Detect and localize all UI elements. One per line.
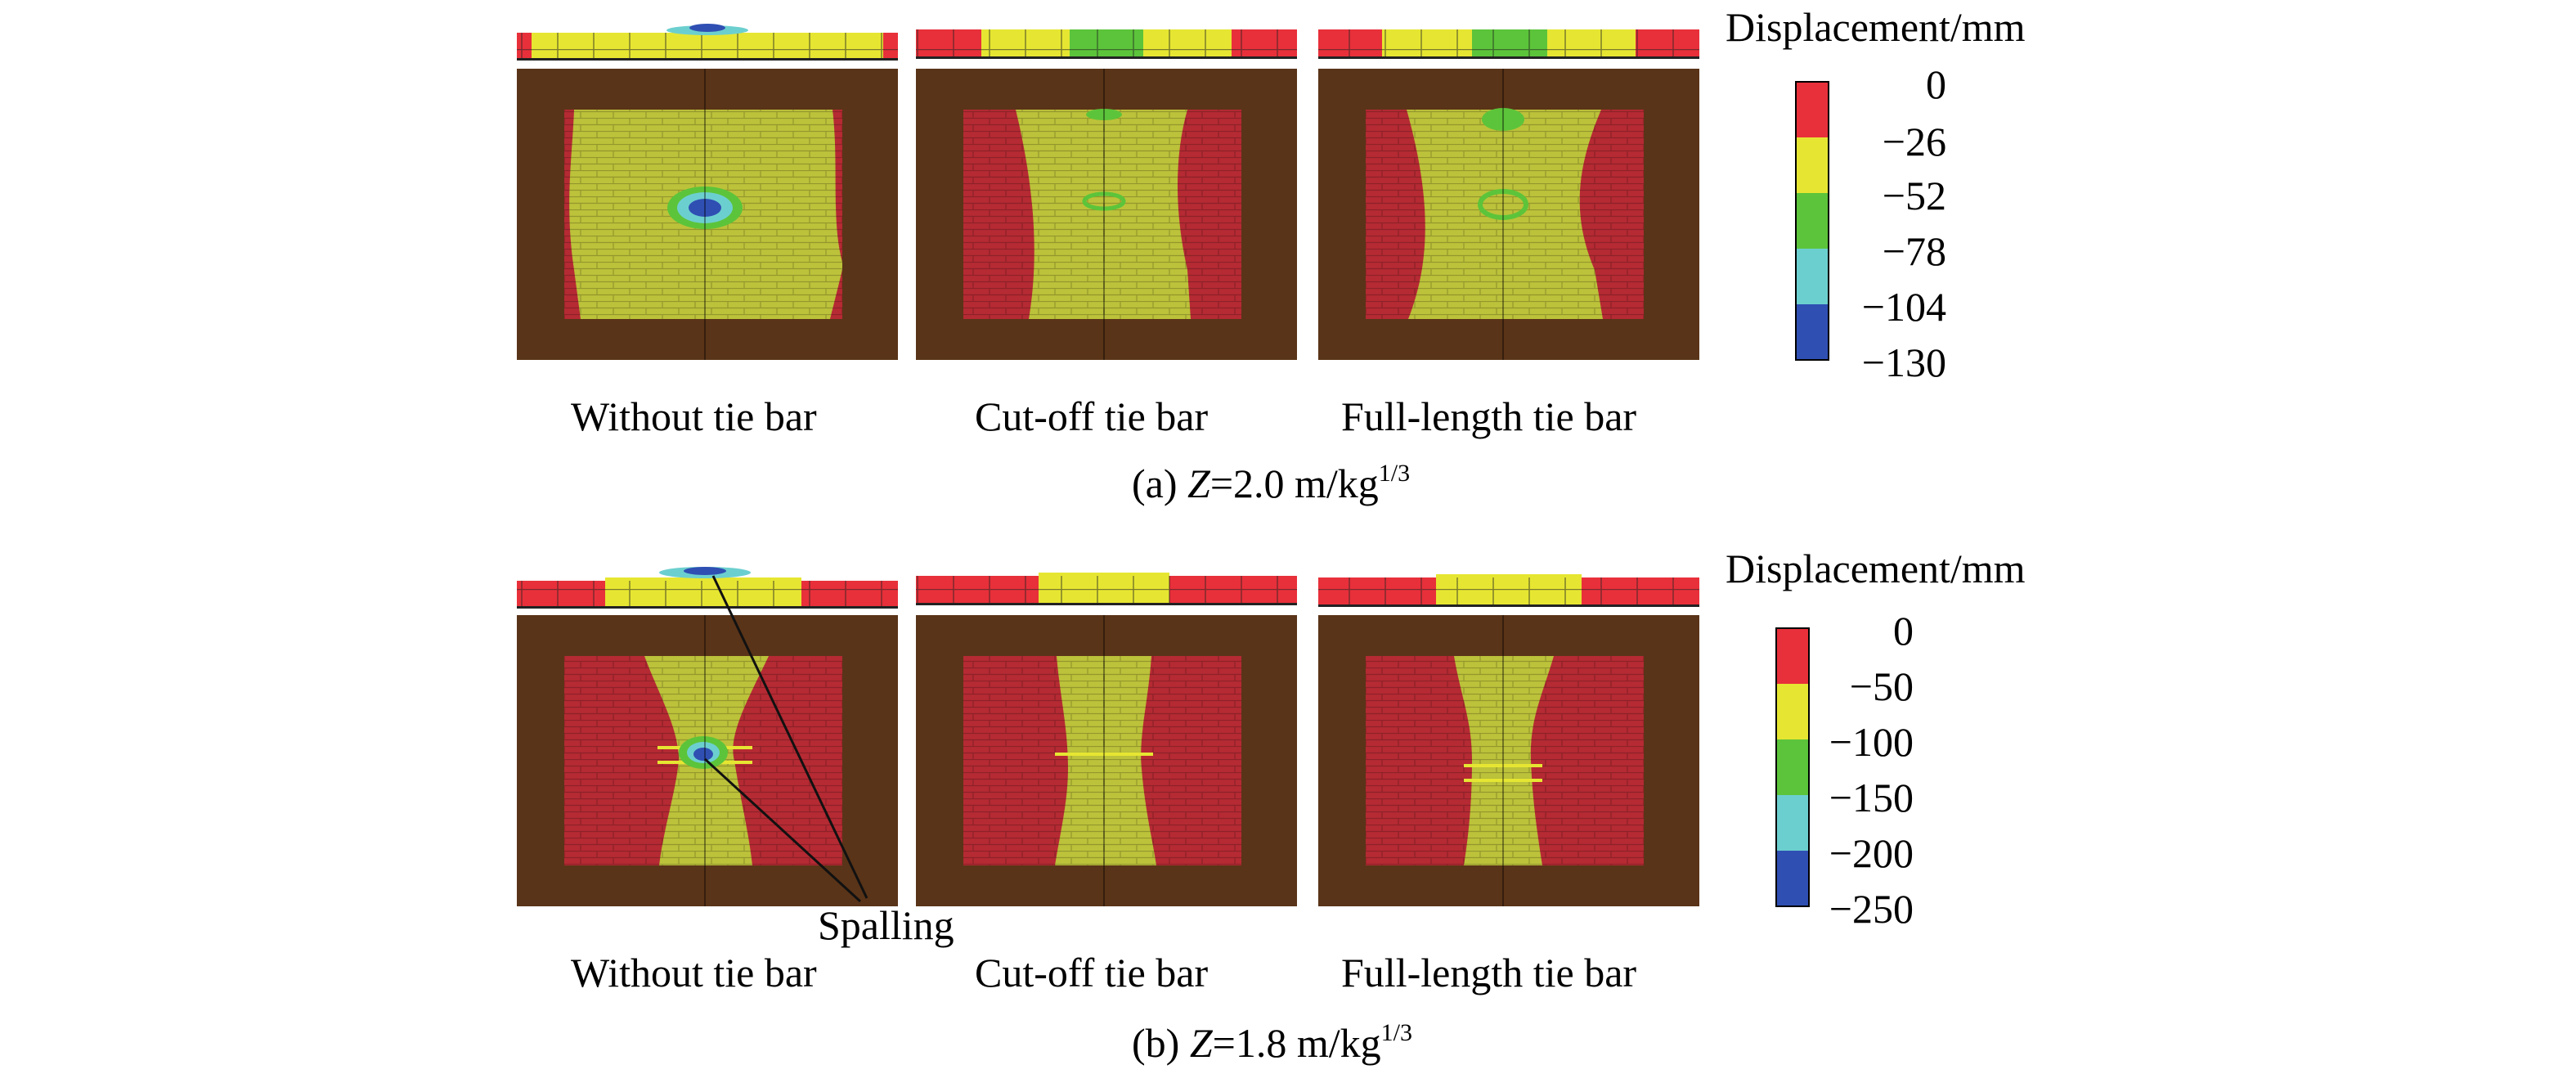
- caption-b-exp: 1/3: [1380, 1019, 1412, 1046]
- legend-a-title: Displacement/mm: [1726, 4, 2026, 50]
- colorbar-a: [1795, 81, 1829, 361]
- legend-b-tick-5: −250: [1829, 886, 1914, 932]
- caption-a-var: Z: [1187, 461, 1210, 506]
- caption-a: (a) Z=2.0 m/kg1/3: [1132, 460, 1411, 506]
- legend-b-title: Displacement/mm: [1726, 546, 2026, 591]
- legend-a-tick-2: −52: [1882, 173, 1946, 218]
- spalling-label: Spalling: [818, 902, 954, 948]
- caption-a-prefix: (a): [1132, 461, 1187, 506]
- spalling-leader-lines: [703, 575, 868, 903]
- legend-b-tick-3: −150: [1829, 775, 1914, 820]
- strip-a1: [517, 24, 898, 61]
- wall-a1: [517, 69, 898, 360]
- strip-b1: [517, 567, 898, 609]
- legend-a-tick-0: 0: [1926, 61, 1946, 107]
- wall-b2: [916, 615, 1297, 906]
- wall-a2: [916, 69, 1297, 360]
- legend-a-tick-5: −130: [1861, 339, 1946, 385]
- strip-a3: [1318, 29, 1699, 59]
- caption-b: (b) Z=1.8 m/kg1/3: [1132, 1019, 1412, 1066]
- caption-b-value: =1.8 m/kg: [1212, 1020, 1381, 1066]
- strip-a2: [916, 29, 1297, 59]
- panel-label-a2: Cut-off tie bar: [975, 393, 1209, 439]
- colorbar-b: [1775, 627, 1810, 907]
- legend-b-tick-0: 0: [1893, 608, 1914, 654]
- caption-b-prefix: (b): [1132, 1020, 1190, 1066]
- legend-b-tick-4: −200: [1829, 830, 1914, 876]
- legend-b-tick-2: −100: [1829, 719, 1914, 765]
- legend-a-tick-3: −78: [1882, 228, 1946, 274]
- caption-a-exp: 1/3: [1378, 460, 1411, 487]
- wall-a3: [1318, 69, 1699, 360]
- panel-label-a3: Full-length tie bar: [1341, 393, 1637, 439]
- legend-b-tick-1: −50: [1849, 663, 1914, 709]
- panel-label-b3: Full-length tie bar: [1341, 950, 1637, 995]
- panel-label-b2: Cut-off tie bar: [975, 950, 1209, 995]
- caption-b-var: Z: [1189, 1020, 1213, 1066]
- strip-b3: [1318, 574, 1699, 607]
- legend-a-tick-1: −26: [1882, 119, 1946, 164]
- legend-a-tick-4: −104: [1861, 284, 1946, 330]
- panel-label-a1: Without tie bar: [571, 393, 817, 439]
- panel-label-b1: Without tie bar: [571, 950, 817, 995]
- strip-b2: [916, 573, 1297, 605]
- wall-b3: [1318, 615, 1699, 906]
- caption-a-value: =2.0 m/kg: [1209, 461, 1379, 506]
